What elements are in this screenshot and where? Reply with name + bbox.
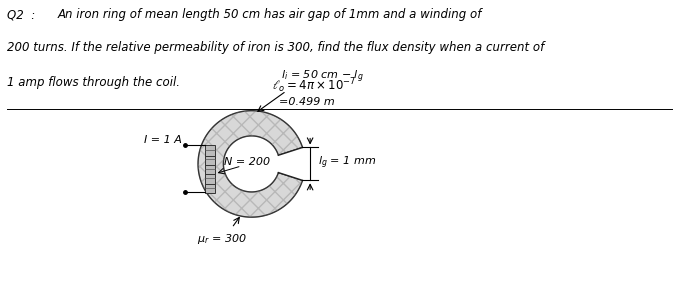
- Text: $\mathcal{\ell}_o = 4\pi \times 10^{-7}$: $\mathcal{\ell}_o = 4\pi \times 10^{-7}$: [272, 76, 356, 95]
- Text: 1 amp flows through the coil.: 1 amp flows through the coil.: [7, 76, 180, 89]
- FancyBboxPatch shape: [205, 145, 215, 155]
- Text: I = 1 A: I = 1 A: [144, 135, 182, 145]
- Text: $l_i$ = 50 cm $-$ $l_g$: $l_i$ = 50 cm $-$ $l_g$: [282, 68, 364, 85]
- Text: $\mu_r$ = 300: $\mu_r$ = 300: [197, 232, 246, 246]
- Text: Q2  :: Q2 :: [7, 8, 35, 22]
- Text: =0.499 m: =0.499 m: [280, 97, 335, 107]
- Text: $l_g$ = 1 mm: $l_g$ = 1 mm: [318, 155, 376, 171]
- Polygon shape: [278, 147, 305, 180]
- Polygon shape: [198, 111, 303, 217]
- FancyBboxPatch shape: [205, 163, 215, 174]
- Text: 200 turns. If the relative permeability of iron is 300, find the flux density wh: 200 turns. If the relative permeability …: [7, 41, 544, 54]
- Text: N = 200: N = 200: [223, 157, 270, 167]
- FancyBboxPatch shape: [205, 154, 215, 165]
- FancyBboxPatch shape: [205, 182, 215, 193]
- FancyBboxPatch shape: [205, 173, 215, 184]
- Text: An iron ring of mean length 50 cm has air gap of 1mm and a winding of: An iron ring of mean length 50 cm has ai…: [58, 8, 482, 22]
